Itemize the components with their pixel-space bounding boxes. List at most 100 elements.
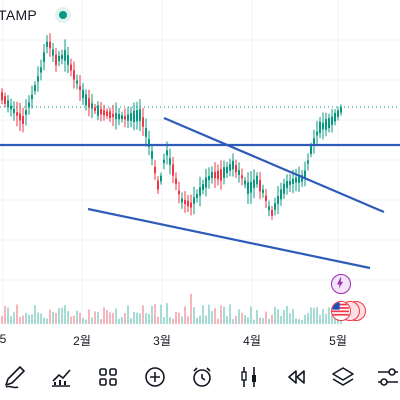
candle-body bbox=[217, 170, 219, 180]
rewind-icon[interactable] bbox=[278, 359, 314, 395]
ticker-symbol[interactable]: TAMP bbox=[0, 7, 38, 23]
candle-body bbox=[148, 139, 150, 147]
grid-icon[interactable] bbox=[90, 359, 126, 395]
volume-bar bbox=[151, 305, 153, 324]
candle-body bbox=[73, 70, 75, 80]
candle-body bbox=[292, 178, 294, 185]
candles-icon[interactable] bbox=[231, 359, 267, 395]
volume-bar bbox=[292, 308, 294, 324]
volume-bar bbox=[238, 309, 240, 324]
volume-bar bbox=[43, 317, 45, 324]
candle-body bbox=[55, 54, 57, 66]
candle-body bbox=[142, 117, 144, 127]
candle-body bbox=[253, 179, 255, 188]
candle-body bbox=[259, 179, 261, 192]
volume-bar bbox=[190, 293, 192, 324]
candle-body bbox=[313, 138, 315, 146]
sliders-icon[interactable] bbox=[370, 359, 400, 395]
candle-body bbox=[1, 92, 3, 101]
candle-body bbox=[271, 209, 273, 216]
time-axis[interactable]: 5 2월 3월 4월 5월 bbox=[0, 326, 400, 348]
candle-body bbox=[76, 80, 78, 84]
volume-bar bbox=[256, 309, 258, 324]
volume-bar bbox=[304, 314, 306, 324]
candle-body bbox=[175, 178, 177, 184]
volume-bar bbox=[220, 305, 222, 324]
candle-body bbox=[133, 110, 135, 122]
volume-bar bbox=[58, 308, 60, 324]
candle-body bbox=[34, 84, 36, 92]
pencil-icon[interactable] bbox=[0, 359, 32, 395]
candle-body bbox=[283, 183, 285, 194]
candle-body bbox=[52, 49, 54, 56]
volume-bar bbox=[181, 316, 183, 324]
candle-body bbox=[205, 177, 207, 188]
candle-body bbox=[307, 160, 309, 164]
volume-bar bbox=[76, 310, 78, 324]
volume-bar bbox=[130, 318, 132, 324]
candle-body bbox=[310, 146, 312, 154]
volume-bar bbox=[31, 314, 33, 324]
price-chart[interactable] bbox=[0, 0, 400, 345]
us-flag-icon[interactable] bbox=[331, 301, 351, 321]
volume-bar bbox=[250, 306, 252, 324]
volume-bar bbox=[10, 316, 12, 324]
volume-bar bbox=[112, 312, 114, 324]
candle-body bbox=[31, 94, 33, 100]
volume-bar bbox=[178, 312, 180, 324]
volume-bar bbox=[280, 315, 282, 324]
volume-bar bbox=[331, 314, 333, 324]
volume-bar bbox=[235, 316, 237, 324]
trendline-upper[interactable] bbox=[163, 116, 385, 214]
candle-body bbox=[121, 115, 123, 120]
candle-body bbox=[82, 89, 84, 99]
volume-bar bbox=[169, 317, 171, 324]
plus-icon[interactable] bbox=[137, 359, 173, 395]
volume-bar bbox=[232, 319, 234, 324]
candle-body bbox=[214, 171, 216, 179]
volume-bar bbox=[184, 306, 186, 324]
candles bbox=[1, 33, 342, 220]
candle-body bbox=[238, 170, 240, 175]
candle-body bbox=[40, 67, 42, 73]
volume-bar bbox=[145, 312, 147, 324]
alarm-icon[interactable] bbox=[184, 359, 220, 395]
candle-body bbox=[115, 112, 117, 120]
volume-bar bbox=[199, 315, 201, 324]
candle-body bbox=[262, 189, 264, 193]
volume-bar bbox=[283, 310, 285, 324]
x-label: 5 bbox=[0, 332, 7, 346]
candle-body bbox=[223, 167, 225, 178]
volume-bar bbox=[286, 306, 288, 324]
candle-body bbox=[19, 113, 21, 121]
trendline-lower[interactable] bbox=[87, 207, 371, 270]
candle-body bbox=[229, 164, 231, 171]
volume-bar bbox=[289, 313, 291, 324]
volume-bar bbox=[49, 309, 51, 324]
volume-bar bbox=[259, 317, 261, 324]
candle-body bbox=[67, 55, 69, 65]
candle-body bbox=[163, 159, 165, 164]
candle-body bbox=[37, 76, 39, 82]
volume-bar bbox=[274, 306, 276, 324]
volume-bar bbox=[25, 312, 27, 324]
volume-bar bbox=[37, 312, 39, 324]
chart-up-icon[interactable] bbox=[43, 359, 79, 395]
live-dot-icon bbox=[55, 7, 71, 23]
lightning-icon[interactable] bbox=[331, 274, 351, 294]
volume-bar bbox=[268, 318, 270, 324]
candle-body bbox=[211, 171, 213, 179]
candle-body bbox=[169, 158, 171, 165]
candle-body bbox=[280, 189, 282, 200]
volume-bar bbox=[247, 317, 249, 324]
bottom-toolbar bbox=[0, 355, 400, 400]
volume-bar bbox=[52, 312, 54, 324]
volume-bar bbox=[19, 316, 21, 324]
volume-bar bbox=[64, 305, 66, 324]
candle-body bbox=[265, 195, 267, 201]
layers-icon[interactable] bbox=[325, 359, 361, 395]
volume-bar bbox=[307, 312, 309, 324]
candle-body bbox=[136, 110, 138, 122]
volume-bar bbox=[34, 305, 36, 324]
volume-bar bbox=[136, 312, 138, 324]
